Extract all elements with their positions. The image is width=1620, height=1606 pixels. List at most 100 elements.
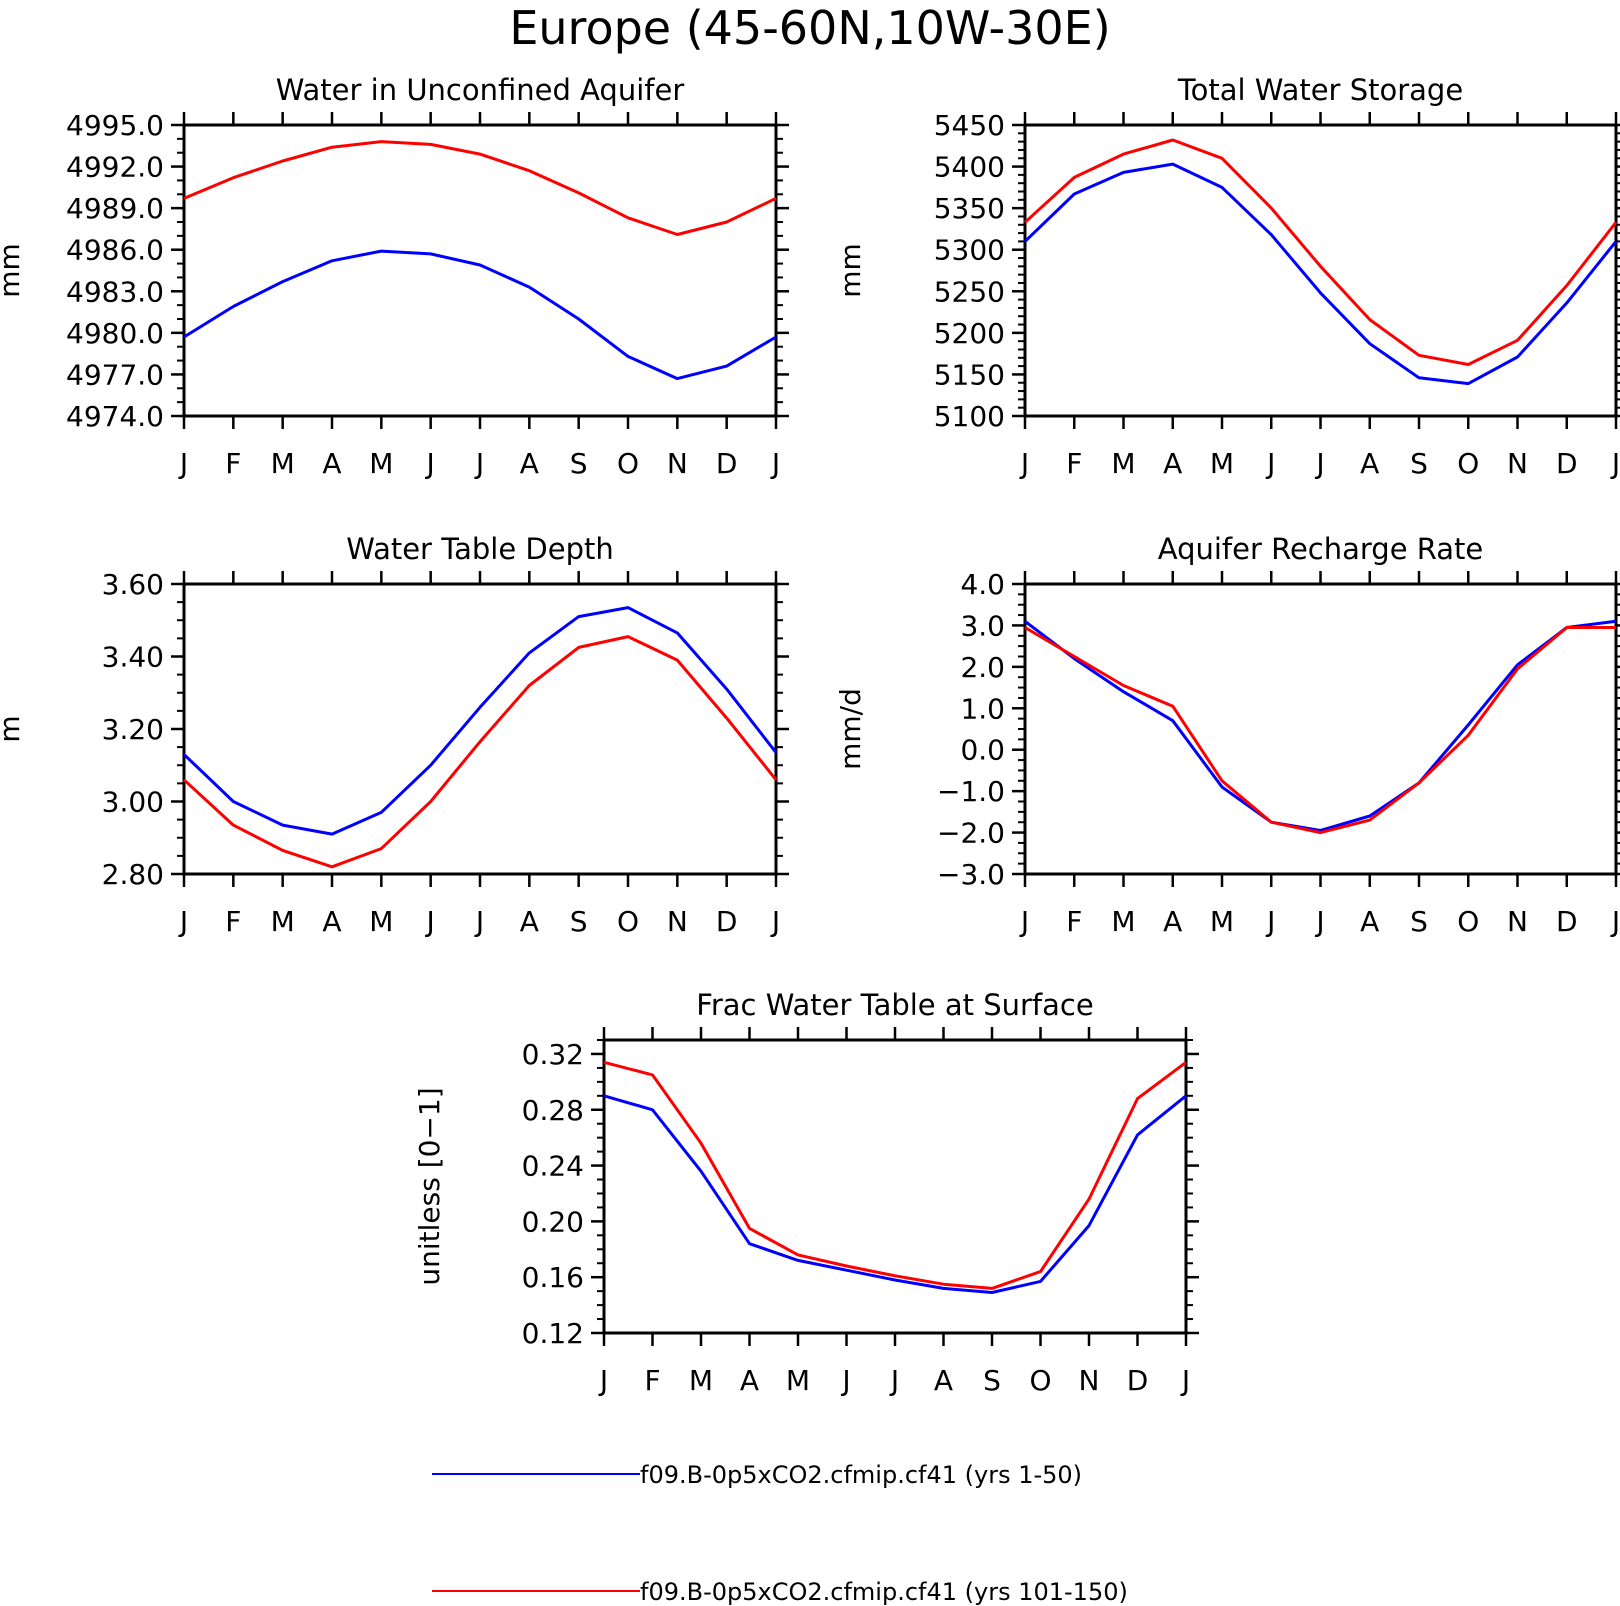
x-tick-label: N — [1079, 1364, 1100, 1397]
x-tick-label: J — [1610, 905, 1620, 938]
y-tick-label: 4992.0 — [66, 151, 164, 184]
chart-title: Water in Unconfined Aquifer — [276, 73, 685, 107]
x-tick-label: A — [1360, 447, 1379, 480]
y-tick-label: −1.0 — [937, 775, 1005, 808]
x-tick-label: J — [425, 905, 435, 938]
legend-label-series2: f09.B-0p5xCO2.cfmip.cf41 (yrs 101-150) — [640, 1578, 1128, 1606]
chart-4: J F M A M J J A S O N D J−3.0−2.0−1.00.01.02.03.04.0… — [834, 532, 1620, 938]
y-axis-label: mm — [0, 243, 26, 298]
y-tick-label: 4974.0 — [66, 400, 164, 433]
x-tick-label: O — [1029, 1364, 1051, 1397]
y-tick-label: 4989.0 — [66, 192, 164, 225]
y-tick-label: 5450 — [934, 109, 1005, 142]
x-tick-label: J — [474, 447, 484, 480]
x-tick-label: M — [271, 905, 295, 938]
x-tick-label: A — [322, 905, 341, 938]
x-tick-label: F — [225, 447, 241, 480]
x-tick-label: M — [1210, 905, 1234, 938]
x-tick-label: J — [178, 447, 188, 480]
series-line-1 — [1023, 162, 1618, 386]
y-tick-label: 2.0 — [960, 651, 1005, 684]
y-tick-label: 0.20 — [522, 1205, 584, 1238]
y-tick-label: 0.32 — [522, 1038, 584, 1071]
x-tick-label: J — [1019, 905, 1029, 938]
plot-frame — [182, 582, 778, 876]
y-tick-label: 5350 — [934, 192, 1005, 225]
x-tick-label: A — [520, 447, 539, 480]
chart-2: J F M A M J J A S O N D J510051505200525053005350540… — [834, 73, 1620, 480]
x-tick-label: O — [1457, 905, 1479, 938]
x-tick-label: A — [322, 447, 341, 480]
y-tick-label: 3.20 — [102, 713, 164, 746]
x-tick-label: F — [1066, 905, 1082, 938]
y-tick-label: 4995.0 — [66, 109, 164, 142]
y-tick-label: 3.00 — [102, 786, 164, 819]
chart-5: J F M A M J J A S O N D J0.120.160.200.240.280.32Fra… — [413, 988, 1199, 1397]
y-tick-label: 1.0 — [960, 692, 1005, 725]
y-tick-label: 0.12 — [522, 1317, 584, 1350]
y-tick-label: 5300 — [934, 234, 1005, 267]
x-tick-label: A — [934, 1364, 953, 1397]
x-tick-label: S — [1410, 447, 1428, 480]
x-tick-label: F — [644, 1364, 660, 1397]
y-tick-label: 5250 — [934, 275, 1005, 308]
y-tick-label: 5200 — [934, 317, 1005, 350]
y-tick-label: 4986.0 — [66, 234, 164, 267]
x-tick-label: F — [1066, 447, 1082, 480]
chart-1: J F M A M J J A S O N D J4974.04977.04980.04983.0498… — [0, 73, 789, 480]
plot-frame — [182, 123, 778, 418]
y-axis-label: mm — [834, 243, 867, 298]
x-tick-label: M — [369, 447, 393, 480]
x-tick-label: D — [1556, 447, 1578, 480]
x-tick-label: D — [716, 447, 738, 480]
x-tick-label: N — [1507, 447, 1528, 480]
x-tick-label: A — [1360, 905, 1379, 938]
x-tick-label: J — [1265, 905, 1275, 938]
x-tick-label: F — [225, 905, 241, 938]
y-tick-label: 4980.0 — [66, 317, 164, 350]
x-tick-label: N — [667, 905, 688, 938]
x-tick-label: J — [474, 905, 484, 938]
x-tick-label: M — [369, 905, 393, 938]
x-tick-label: A — [520, 905, 539, 938]
y-tick-label: 4.0 — [960, 568, 1005, 601]
chart-panels: J F M A M J J A S O N D J4974.04977.04980.04983.0498… — [0, 73, 1620, 1397]
chart-title: Water Table Depth — [346, 532, 614, 566]
x-tick-label: J — [1019, 447, 1029, 480]
x-tick-label: D — [716, 905, 738, 938]
series-line-2 — [1023, 138, 1618, 366]
series-line-2 — [183, 140, 777, 236]
x-tick-label: J — [840, 1364, 850, 1397]
x-tick-label: J — [770, 905, 780, 938]
x-tick-label: J — [425, 447, 435, 480]
y-axis-label: m — [0, 715, 26, 742]
series-line-1 — [183, 249, 777, 381]
x-tick-label: M — [689, 1364, 713, 1397]
legend: f09.B-0p5xCO2.cfmip.cf41 (yrs 1-50) f09.… — [432, 1461, 1128, 1606]
series-line-2 — [182, 635, 778, 869]
x-tick-label: J — [178, 905, 188, 938]
y-tick-label: 0.0 — [960, 734, 1005, 767]
y-tick-label: 5100 — [934, 400, 1005, 433]
x-tick-label: S — [1410, 905, 1428, 938]
x-tick-label: J — [1610, 447, 1620, 480]
plot-frame — [1023, 123, 1618, 418]
x-tick-label: M — [1210, 447, 1234, 480]
y-tick-label: 5150 — [934, 358, 1005, 391]
x-tick-label: J — [889, 1364, 899, 1397]
x-tick-label: S — [570, 447, 588, 480]
x-tick-label: D — [1556, 905, 1578, 938]
x-tick-label: O — [617, 905, 639, 938]
x-tick-label: D — [1127, 1364, 1149, 1397]
y-tick-label: 0.28 — [522, 1094, 584, 1127]
x-tick-label: J — [1314, 447, 1324, 480]
y-tick-label: 2.80 — [102, 858, 164, 891]
series-line-1 — [1024, 619, 1617, 832]
figure-title: Europe (45-60N,10W-30E) — [509, 1, 1110, 55]
chart-title: Aquifer Recharge Rate — [1158, 532, 1484, 566]
y-axis-label: mm/d — [834, 688, 867, 770]
y-tick-label: 3.60 — [102, 568, 164, 601]
y-tick-label: 3.40 — [102, 641, 164, 674]
